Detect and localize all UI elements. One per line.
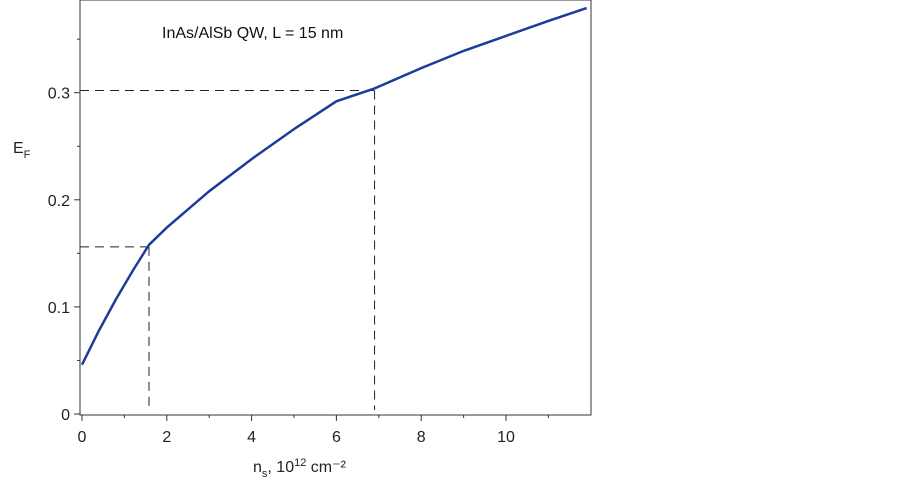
x-tick-label: 10 — [497, 429, 515, 446]
y-tick-label: 0.2 — [48, 193, 70, 210]
axis-ticks — [74, 38, 549, 421]
tick-labels: 0 2 4 6 8 10 0 0.1 0.2 0.3 — [48, 86, 515, 446]
y-tick-label: 0 — [61, 407, 70, 424]
x-tick-label: 4 — [247, 429, 256, 446]
y-tick-label: 0.1 — [48, 300, 70, 317]
x-tick-label: 0 — [78, 429, 87, 446]
y-tick-label: 0.3 — [48, 86, 70, 103]
chart-annotation: InAs/AlSb QW, L = 15 nm — [162, 25, 343, 42]
x-axis-label: ns, 1012 cm⁻² — [253, 457, 347, 480]
x-tick-label: 8 — [417, 429, 426, 446]
plot-frame — [79, 0, 592, 416]
x-tick-label: 2 — [162, 429, 171, 446]
reference-lines — [80, 90, 376, 410]
x-tick-label: 6 — [332, 429, 341, 446]
y-axis-label: EF — [13, 140, 31, 161]
series-line — [80, 6, 587, 366]
